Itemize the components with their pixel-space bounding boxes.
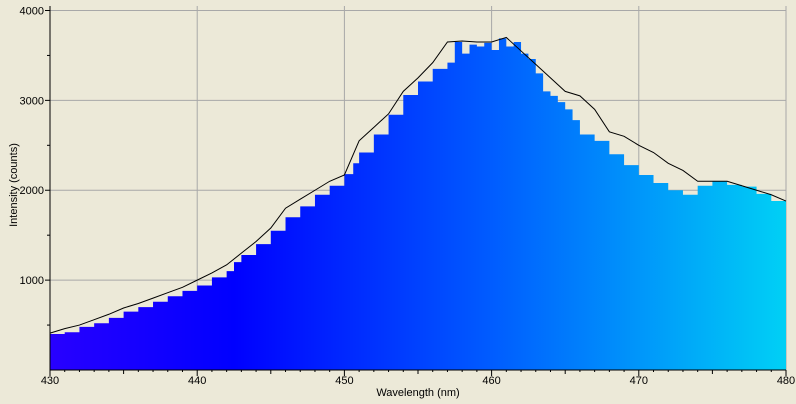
spectrum-line bbox=[49, 36, 787, 334]
x-tick-label: 450 bbox=[335, 375, 353, 387]
axes bbox=[45, 6, 787, 376]
x-tick-label: 480 bbox=[777, 375, 795, 387]
spectrum-fill bbox=[50, 38, 786, 370]
x-tick-label: 460 bbox=[482, 375, 500, 387]
tick-labels: 430 440 450 460 470 480 1000 2000 3000 4000 bbox=[20, 5, 796, 387]
x-tick-label: 440 bbox=[188, 375, 206, 387]
y-tick-label: 3000 bbox=[20, 95, 44, 107]
y-tick-label: 2000 bbox=[20, 185, 44, 197]
series-area bbox=[50, 38, 786, 370]
y-tick-label: 4000 bbox=[20, 5, 44, 17]
x-axis-title: Wavelength (nm) bbox=[376, 387, 459, 399]
x-tick-label: 470 bbox=[630, 375, 648, 387]
y-axis-title: Intensity (counts) bbox=[8, 143, 20, 227]
series-line bbox=[49, 36, 787, 334]
y-tick-label: 1000 bbox=[20, 275, 44, 287]
x-tick-label: 430 bbox=[41, 375, 59, 387]
